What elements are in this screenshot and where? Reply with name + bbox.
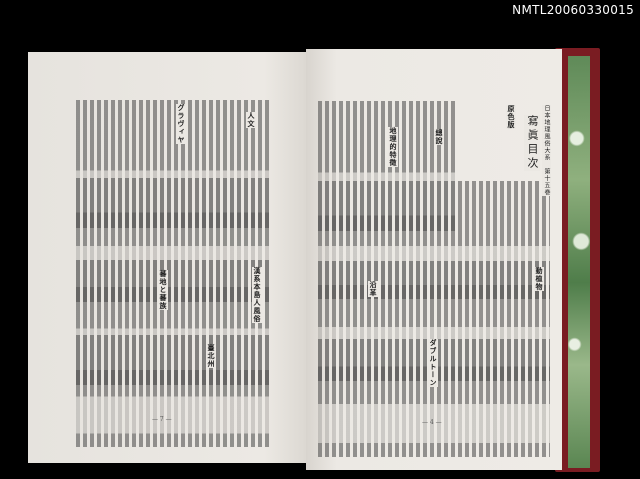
section-heading: グラヴィヤ [176, 104, 186, 144]
series-title: 日本地理風俗大系 第十五巻 [542, 105, 551, 196]
section-heading: 漢系本島人風俗 [252, 267, 262, 323]
section-heading: ダブルトーン [428, 339, 438, 387]
toc-column-block [76, 335, 272, 447]
endpaper [568, 56, 590, 468]
section-heading: 蕃地と蕃族 [158, 270, 168, 310]
section-heading: 原色版 [506, 105, 516, 129]
page-number: — 7 — [152, 416, 172, 423]
left-page: 人文 グラヴィヤ 漢系本島人風俗 蕃地と蕃族 臺北州 — 7 — [28, 52, 306, 463]
page-number: — 4 — [422, 419, 442, 426]
section-heading: 總說 [434, 129, 444, 145]
page-title: 寫眞目次 [524, 115, 540, 171]
section-heading: 地理的特徵 [388, 127, 398, 167]
watermark: NMTL20060330015 [512, 3, 634, 17]
right-page: 日本地理風俗大系 第十五巻 寫眞目次 原色版 總說 地理的特徵 動植物 沿革 ダ… [306, 49, 562, 470]
section-heading: 臺北州 [206, 344, 216, 368]
section-heading: 動植物 [534, 267, 544, 291]
section-heading: 人文 [246, 112, 256, 128]
section-heading: 沿革 [368, 281, 378, 297]
